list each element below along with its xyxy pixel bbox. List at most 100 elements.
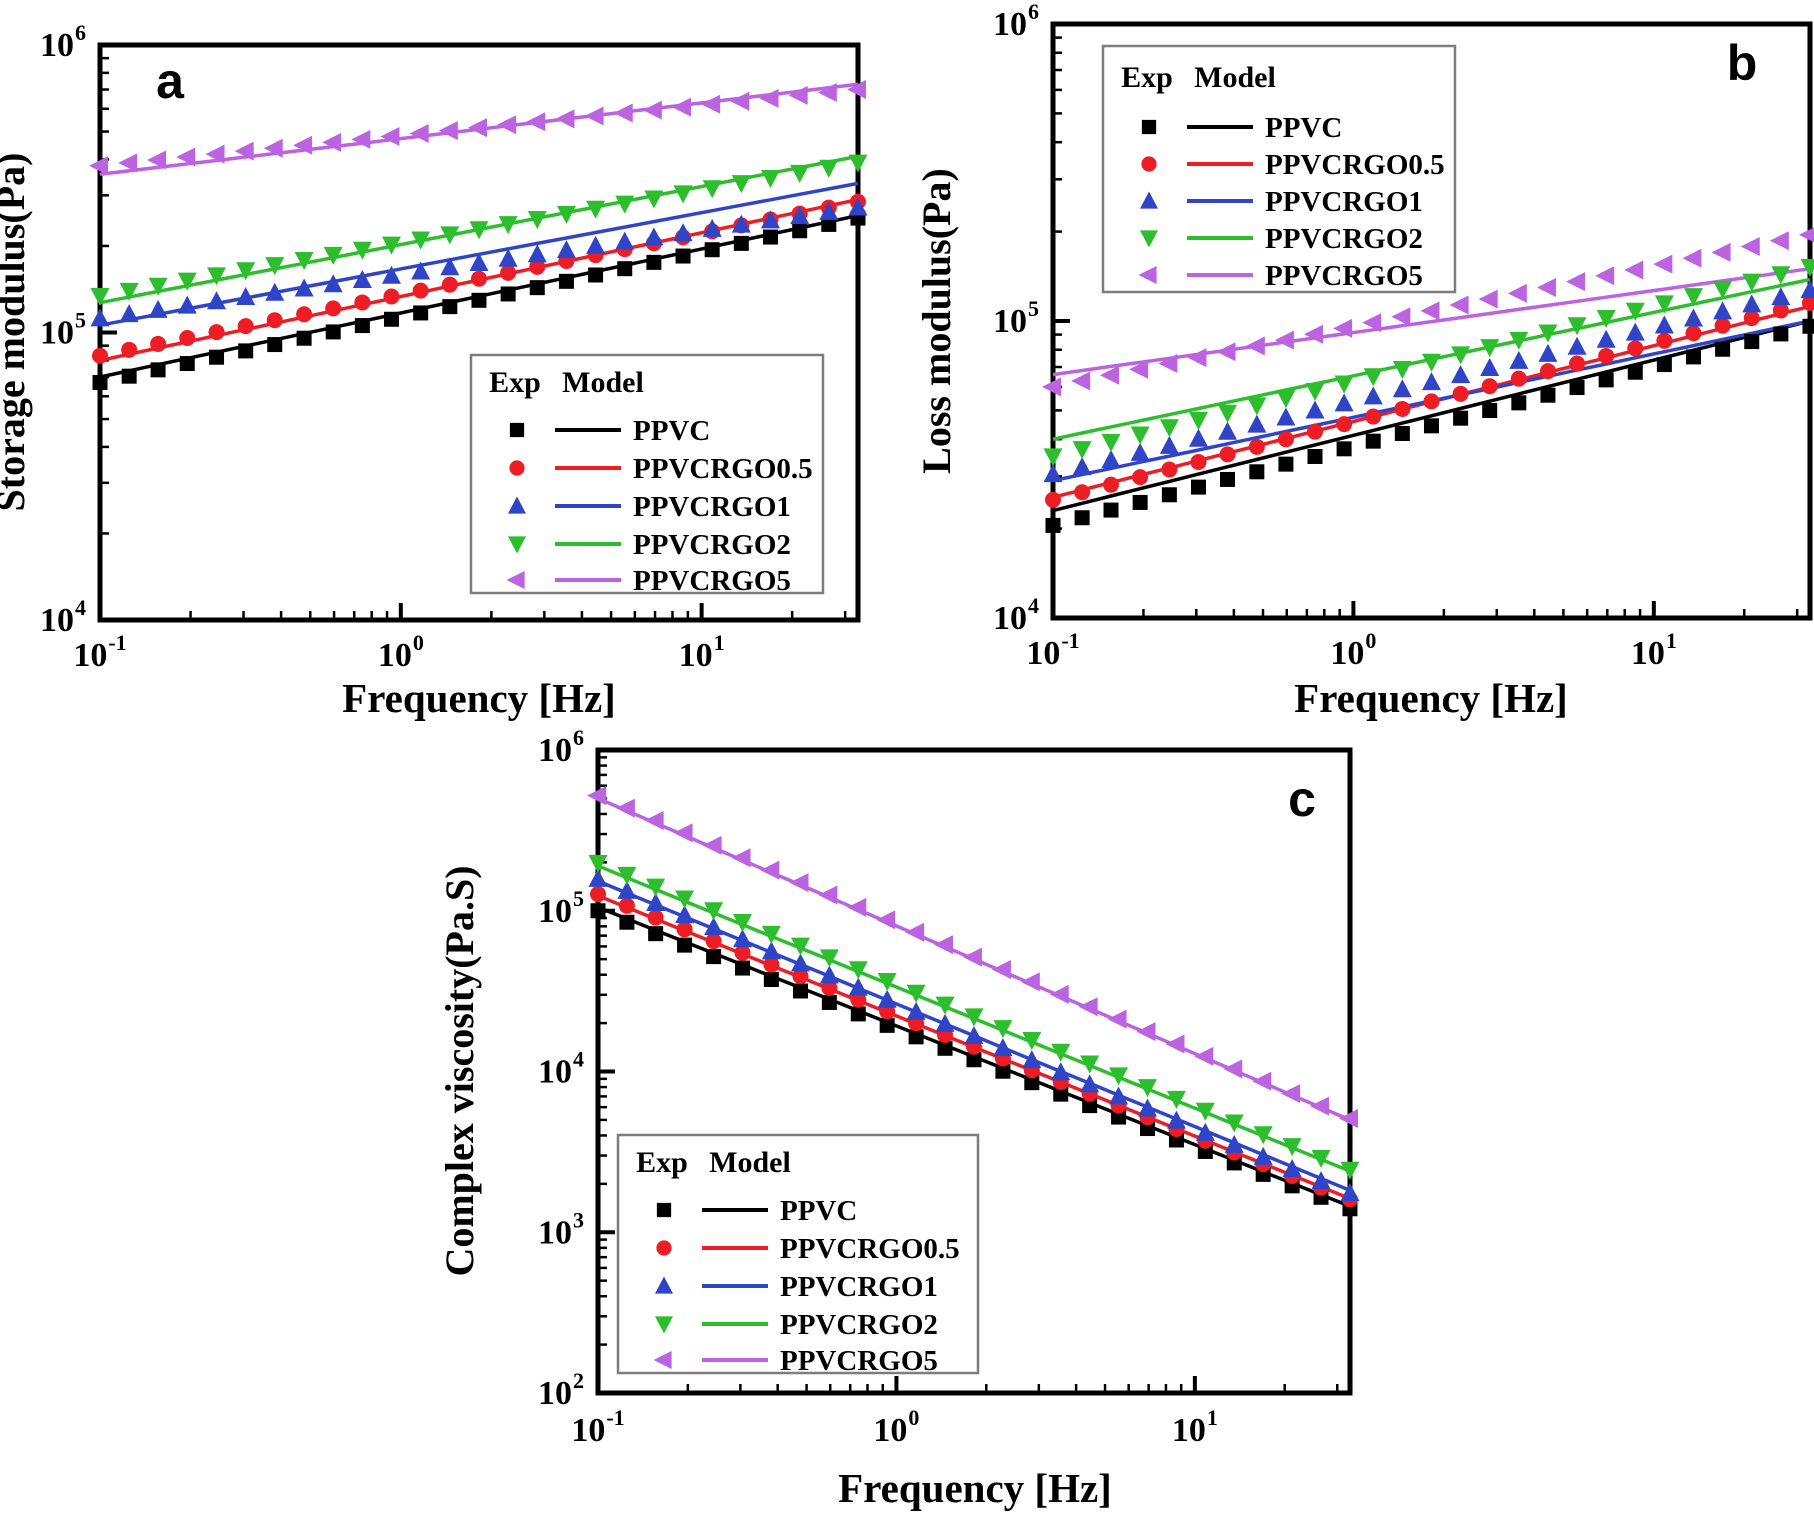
data-point-marker [848,197,868,216]
data-point-marker [1394,400,1411,417]
data-point-marker [1365,433,1381,449]
data-point-marker [1247,414,1267,433]
legend-header-model: Model [1194,61,1276,94]
data-point-marker [1596,329,1616,348]
data-point-marker [121,341,138,358]
data-point-marker [1071,371,1091,391]
data-point-marker [294,278,314,297]
data-point-marker [1130,442,1150,461]
data-point-marker [1540,387,1556,403]
data-point-marker [1451,346,1471,365]
data-point-marker [1566,272,1586,292]
series-markers-PPVCRGO1 [1043,280,1814,483]
x-tick-label: 100 [1330,628,1376,672]
data-point-marker [877,972,897,991]
data-point-marker [1045,491,1061,508]
data-point-marker [1218,404,1238,423]
data-point-marker [1365,408,1382,425]
data-point-marker [704,902,724,921]
data-point-marker [265,282,285,301]
data-point-marker [1567,336,1587,355]
data-point-marker [500,264,517,281]
data-point-marker [1310,1096,1330,1116]
data-point-marker [1109,1067,1129,1086]
data-point-marker [792,968,809,985]
data-point-marker [354,318,370,334]
tick-base: 10 [1631,635,1665,672]
data-point-marker [588,267,604,283]
data-point-marker [1773,326,1789,342]
tick-exponent: 5 [75,308,86,333]
data-point-marker [207,291,227,310]
data-point-marker [1683,288,1703,307]
legend-marker-PPVC [656,1202,672,1218]
data-point-marker [1511,395,1527,411]
x-tick-label: 10-1 [73,630,126,674]
data-point-marker [964,1025,984,1044]
tick-exponent: 6 [75,20,86,45]
data-point-marker [412,282,429,299]
data-point-marker [1249,464,1265,480]
data-point-marker [92,375,108,391]
data-point-marker [675,248,691,264]
data-point-marker [879,1017,895,1033]
data-point-marker [995,1063,1011,1079]
data-point-marker [1188,411,1208,430]
data-point-marker [150,335,167,352]
tick-base: 10 [993,600,1027,637]
data-point-marker [236,262,256,281]
series-markers-PPVCRGO0.5 [1045,294,1814,508]
data-point-marker [527,211,547,230]
legend-label-PPVCRGO5: PPVCRGO5 [780,1345,938,1377]
data-point-marker [991,959,1011,979]
data-point-marker [1253,1146,1273,1165]
data-point-marker [381,265,401,284]
tick-base: 10 [873,1412,907,1449]
data-point-marker [675,905,695,924]
data-point-marker [323,274,343,293]
data-point-marker [1363,368,1383,387]
y-tick-label: 104 [538,1047,584,1091]
tick-exponent: 5 [573,886,584,911]
tick-base: 10 [993,6,1027,43]
series-markers-PPVCRGO5 [587,786,1358,1129]
tick-base: 10 [538,893,572,930]
legend-marker-PPVCRGO1 [1139,191,1159,209]
tick-exponent: 4 [1028,593,1039,618]
series-markers-PPVCRGO1 [588,868,1360,1202]
data-point-marker [821,980,838,997]
data-point-marker [1482,403,1498,419]
data-point-marker [1049,984,1069,1004]
data-point-marker [1713,280,1733,299]
data-point-marker [1510,370,1527,387]
data-point-marker [817,82,837,102]
legend-marker-PPVCRGO5 [653,1350,672,1370]
data-point-marker [1769,231,1789,251]
data-point-marker [1103,502,1119,518]
tick-base: 10 [679,637,713,674]
data-point-marker [735,960,751,976]
legend-label-PPVCRGO1: PPVCRGO1 [780,1271,938,1303]
data-point-marker [529,280,545,296]
tick-exponent: 1 [714,630,725,655]
data-point-marker [1452,385,1469,402]
data-point-marker [1656,332,1673,349]
tick-exponent: -1 [606,1405,624,1430]
data-point-marker [1072,457,1092,476]
data-point-marker [556,240,576,259]
x-tick-label: 10-1 [1026,628,1079,672]
legend-label-PPVCRGO1: PPVCRGO1 [633,491,791,523]
data-point-marker [1509,350,1529,369]
data-point-marker [1801,294,1814,311]
data-point-marker [617,880,637,899]
data-point-marker [1334,375,1354,394]
data-point-marker [119,304,139,323]
data-point-marker [176,147,196,167]
panel-letter-a: a [156,53,185,109]
series-markers-PPVCRGO5 [89,80,866,176]
data-point-marker [618,897,635,914]
data-point-marker [1480,339,1500,358]
x-axis-title: Frequency [Hz] [838,1465,1112,1511]
legend-marker-PPVCRGO2 [1139,230,1159,248]
